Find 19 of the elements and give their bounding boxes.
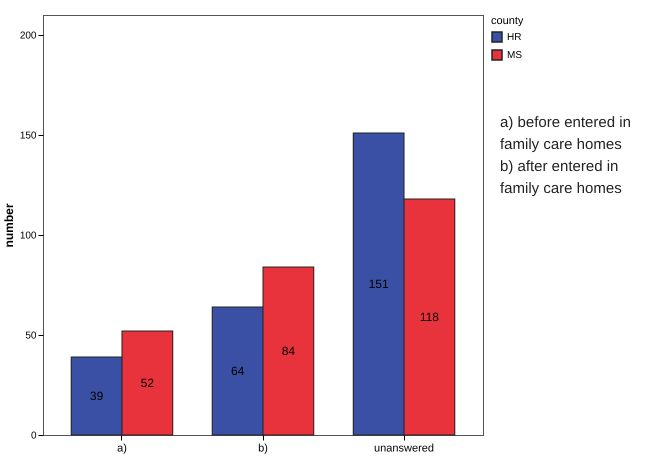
x-tick-label: b) [258, 442, 268, 454]
text: b) after entered in family care homes [500, 157, 623, 199]
data-label: 52 [140, 376, 154, 390]
y-tick-label: 150 [20, 130, 37, 142]
data-label: 39 [90, 389, 104, 403]
y-tick-label: 200 [20, 30, 37, 42]
data-label: 118 [420, 310, 440, 324]
data-label: 64 [230, 364, 245, 378]
data-label: 151 [368, 277, 389, 291]
y-tick-label: 100 [20, 230, 37, 242]
legend-label: HR [507, 32, 522, 43]
y-tick-label: 50 [25, 330, 37, 342]
legend-label: MS [507, 50, 522, 61]
x-tick-label: a) [117, 442, 127, 454]
legend-title: county [491, 15, 524, 27]
y-axis-title: number [2, 203, 16, 248]
y-tick-label: 0 [30, 430, 37, 442]
data-label: 84 [282, 344, 296, 358]
x-tick-label: unanswered [374, 442, 434, 454]
